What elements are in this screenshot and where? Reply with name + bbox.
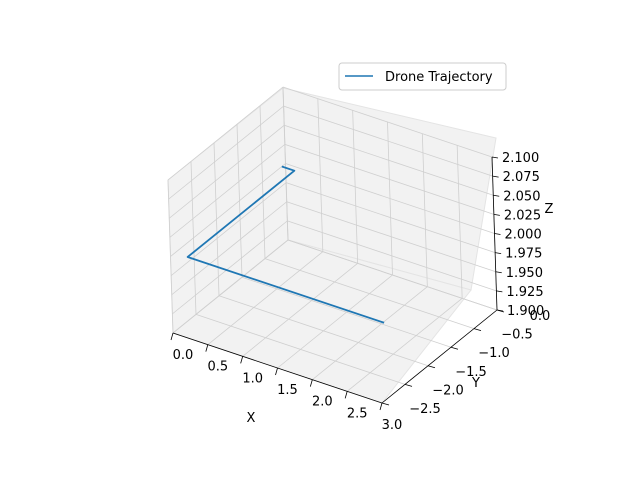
x-tick bbox=[240, 356, 244, 364]
grid-line bbox=[170, 182, 287, 276]
y-tick-label: −2.0 bbox=[432, 383, 464, 398]
grid-line bbox=[285, 163, 495, 234]
grid-line bbox=[218, 295, 429, 367]
grid-line bbox=[285, 182, 496, 254]
grid-line bbox=[283, 105, 493, 177]
trajectory-line bbox=[186, 165, 385, 324]
z-tick bbox=[496, 290, 503, 293]
z-tick-label: 1.900 bbox=[507, 304, 544, 319]
y-tick bbox=[404, 384, 413, 387]
grid-line bbox=[277, 274, 393, 369]
grid-line bbox=[207, 251, 324, 345]
x-axis-label: X bbox=[247, 411, 256, 426]
grid-line bbox=[284, 124, 494, 196]
grid-line bbox=[167, 86, 284, 181]
x-tick bbox=[275, 367, 278, 376]
z-tick bbox=[493, 213, 500, 216]
z-tick-label: 2.075 bbox=[503, 170, 540, 185]
grid-line bbox=[287, 220, 497, 292]
grid-lines bbox=[167, 86, 498, 404]
data-series bbox=[186, 165, 385, 324]
grid-line bbox=[168, 105, 284, 200]
z-tick bbox=[493, 194, 500, 197]
x-tick-label: 3.0 bbox=[382, 418, 403, 433]
z-tick bbox=[494, 233, 501, 235]
grid-line bbox=[172, 239, 289, 334]
x-tick-label: 0.0 bbox=[173, 348, 194, 363]
y-axis-line bbox=[381, 309, 498, 404]
z-tick-label: 1.925 bbox=[506, 285, 543, 300]
y-tick-label: −1.5 bbox=[455, 365, 487, 380]
z-axis-label: Z bbox=[545, 202, 554, 217]
x-tick-label: 0.5 bbox=[207, 360, 228, 375]
grid-line bbox=[171, 201, 288, 296]
grid-line bbox=[170, 163, 286, 257]
legend: Drone Trajectory bbox=[338, 62, 507, 91]
grid-line bbox=[195, 314, 406, 385]
z-tick bbox=[496, 309, 504, 312]
z-tick-label: 2.100 bbox=[502, 151, 539, 166]
x-tick-label: 2.5 bbox=[347, 406, 368, 421]
grid-line bbox=[169, 144, 286, 238]
y-tick-label: −2.5 bbox=[409, 402, 441, 417]
y-tick bbox=[473, 328, 482, 331]
x-tick bbox=[379, 402, 383, 411]
x-tick-label: 2.0 bbox=[312, 395, 333, 410]
grid-line bbox=[312, 286, 428, 380]
x-tick bbox=[170, 332, 174, 341]
tick-marks: 0.0 0.5 1.0 1.5 2.0 2.5 3.0 0.0 −0.5 −1.0 −1.5 −2.0… bbox=[170, 151, 551, 433]
legend-box bbox=[338, 62, 507, 91]
y-tick bbox=[427, 365, 436, 369]
grid-line bbox=[242, 263, 358, 357]
grid-line bbox=[168, 124, 285, 219]
x-tick bbox=[205, 344, 209, 352]
y-tick bbox=[381, 402, 390, 406]
z-tick bbox=[495, 252, 502, 255]
x-tick bbox=[309, 379, 313, 387]
y-tick-label: −0.5 bbox=[501, 328, 533, 343]
grid-line bbox=[264, 258, 475, 329]
y-tick-label: −1.0 bbox=[478, 346, 510, 361]
legend-label: Drone Trajectory bbox=[385, 70, 493, 85]
z-tick-label: 1.975 bbox=[505, 247, 542, 262]
grid-line bbox=[282, 86, 493, 158]
x-tick-label: 1.5 bbox=[277, 383, 298, 398]
y-tick bbox=[450, 346, 459, 350]
grid-line bbox=[287, 239, 498, 311]
grid-line bbox=[346, 298, 463, 392]
y-axis-label: Y bbox=[471, 376, 480, 391]
grid-line bbox=[286, 201, 496, 273]
axis-labels: X Y Z bbox=[247, 202, 554, 426]
grid-line bbox=[172, 220, 288, 315]
z-tick bbox=[495, 271, 502, 274]
z-tick-label: 2.025 bbox=[504, 208, 541, 223]
z-tick-label: 2.000 bbox=[505, 228, 542, 243]
z-tick bbox=[492, 175, 499, 178]
x-tick bbox=[344, 391, 348, 399]
z-tick bbox=[491, 156, 499, 159]
z-tick-label: 2.050 bbox=[503, 189, 540, 204]
z-tick-label: 1.950 bbox=[506, 266, 543, 281]
grid-line bbox=[284, 143, 495, 215]
x-tick-label: 1.0 bbox=[242, 371, 263, 386]
grid-line bbox=[241, 276, 452, 348]
y-tick-label: 0.0 bbox=[530, 309, 551, 324]
